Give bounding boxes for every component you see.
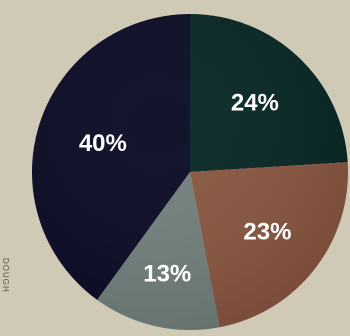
slice-label-4: 40% (79, 130, 127, 157)
slice-label-3: 13% (143, 260, 191, 287)
side-caption: DOUGH (1, 258, 10, 293)
slice-label-2: 23% (243, 219, 291, 246)
slice-label-1: 24% (231, 89, 279, 116)
